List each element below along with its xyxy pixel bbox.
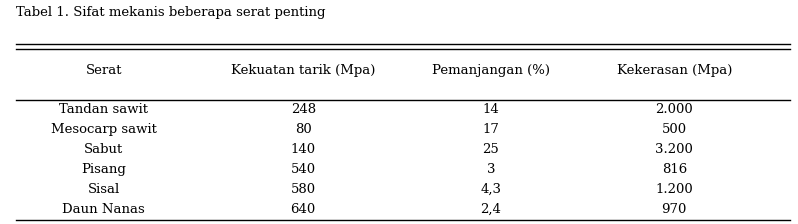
Text: Serat: Serat <box>85 64 122 77</box>
Text: Pisang: Pisang <box>81 163 126 176</box>
Text: 80: 80 <box>295 123 311 136</box>
Text: Pemanjangan (%): Pemanjangan (%) <box>432 64 550 77</box>
Text: 17: 17 <box>482 123 500 136</box>
Text: 540: 540 <box>290 163 316 176</box>
Text: 14: 14 <box>483 103 499 116</box>
Text: 140: 140 <box>290 143 316 156</box>
Text: 248: 248 <box>290 103 316 116</box>
Text: 2,4: 2,4 <box>480 203 501 216</box>
Text: 2.000: 2.000 <box>655 103 693 116</box>
Text: 640: 640 <box>290 203 316 216</box>
Text: Kekerasan (Mpa): Kekerasan (Mpa) <box>617 64 732 77</box>
Text: 970: 970 <box>662 203 687 216</box>
Text: Mesocarp sawit: Mesocarp sawit <box>51 123 156 136</box>
Text: Sisal: Sisal <box>88 183 120 196</box>
Text: Sabut: Sabut <box>84 143 124 156</box>
Text: Tabel 1. Sifat mekanis beberapa serat penting: Tabel 1. Sifat mekanis beberapa serat pe… <box>16 6 326 19</box>
Text: 3.200: 3.200 <box>655 143 693 156</box>
Text: 1.200: 1.200 <box>655 183 693 196</box>
Text: 25: 25 <box>483 143 499 156</box>
Text: Tandan sawit: Tandan sawit <box>59 103 148 116</box>
Text: 500: 500 <box>662 123 687 136</box>
Text: 580: 580 <box>290 183 316 196</box>
Text: Daun Nanas: Daun Nanas <box>62 203 145 216</box>
Text: 3: 3 <box>487 163 495 176</box>
Text: 4,3: 4,3 <box>480 183 501 196</box>
Text: Kekuatan tarik (Mpa): Kekuatan tarik (Mpa) <box>231 64 375 77</box>
Text: 816: 816 <box>662 163 687 176</box>
